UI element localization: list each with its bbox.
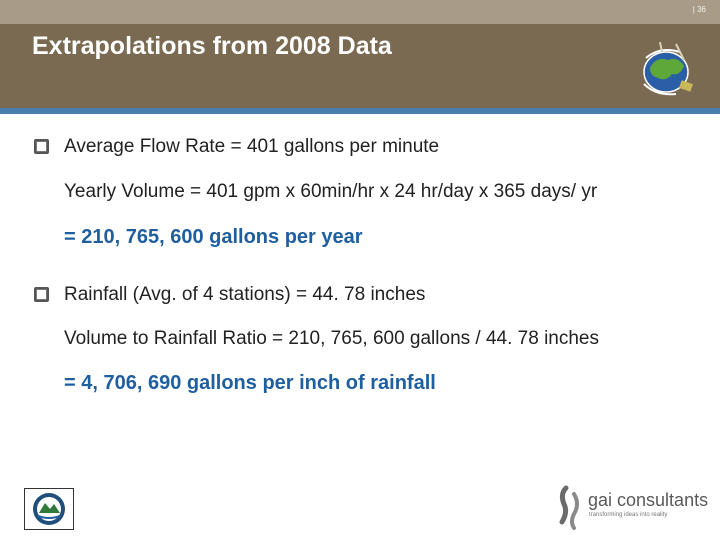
seal-icon — [33, 493, 65, 525]
yearly-volume-result: = 210, 765, 600 gallons per year — [64, 226, 363, 248]
bullet-flow-rate: Average Flow Rate = 401 gallons per minu… — [64, 136, 440, 157]
slide-title: Extrapolations from 2008 Data — [32, 32, 392, 60]
title-header — [0, 24, 720, 108]
gai-mark-icon — [559, 485, 579, 530]
volume-rainfall-ratio-result: = 4, 706, 690 gallons per inch of rainfa… — [64, 372, 436, 394]
globe-logo-icon — [643, 41, 694, 96]
bullet-checkbox-icon — [34, 287, 49, 302]
page-number: | 36 — [692, 5, 706, 14]
volume-rainfall-ratio-formula: Volume to Rainfall Ratio = 210, 765, 600… — [64, 328, 599, 349]
bullet-checkbox-icon — [34, 139, 49, 154]
company-name: gai consultants — [588, 490, 709, 510]
top-bar: | 36 — [0, 0, 720, 24]
state-seal-logo — [24, 488, 74, 530]
bullet-rainfall: Rainfall (Avg. of 4 stations) = 44. 78 i… — [64, 284, 426, 305]
yearly-volume-formula: Yearly Volume = 401 gpm x 60min/hr x 24 … — [64, 181, 598, 202]
accent-line — [0, 108, 720, 114]
gai-consultants-logo: gai consultants transforming ideas into … — [556, 484, 709, 532]
company-tagline: transforming ideas into reality — [589, 512, 668, 518]
